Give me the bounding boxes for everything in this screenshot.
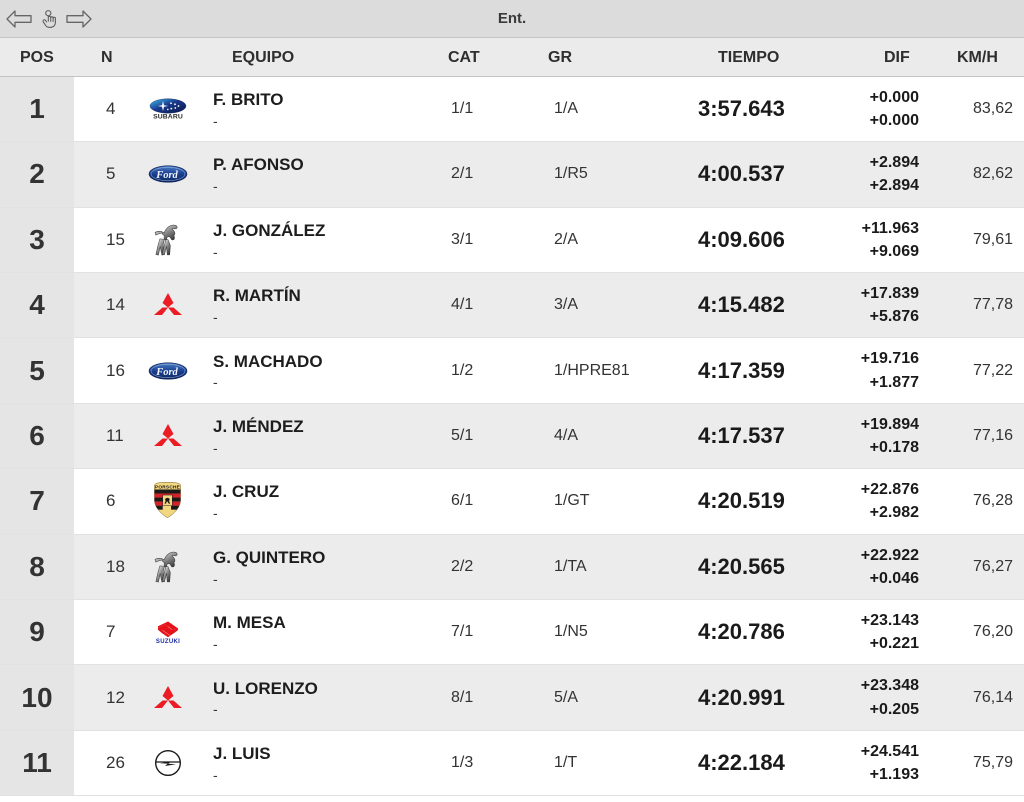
svg-text:PORSCHE: PORSCHE — [155, 485, 180, 491]
svg-text:Ford: Ford — [155, 367, 178, 378]
svg-text:Ford: Ford — [155, 170, 178, 181]
svg-text:SUZUKI: SUZUKI — [155, 639, 179, 644]
svg-text:SUBARU: SUBARU — [153, 113, 183, 120]
